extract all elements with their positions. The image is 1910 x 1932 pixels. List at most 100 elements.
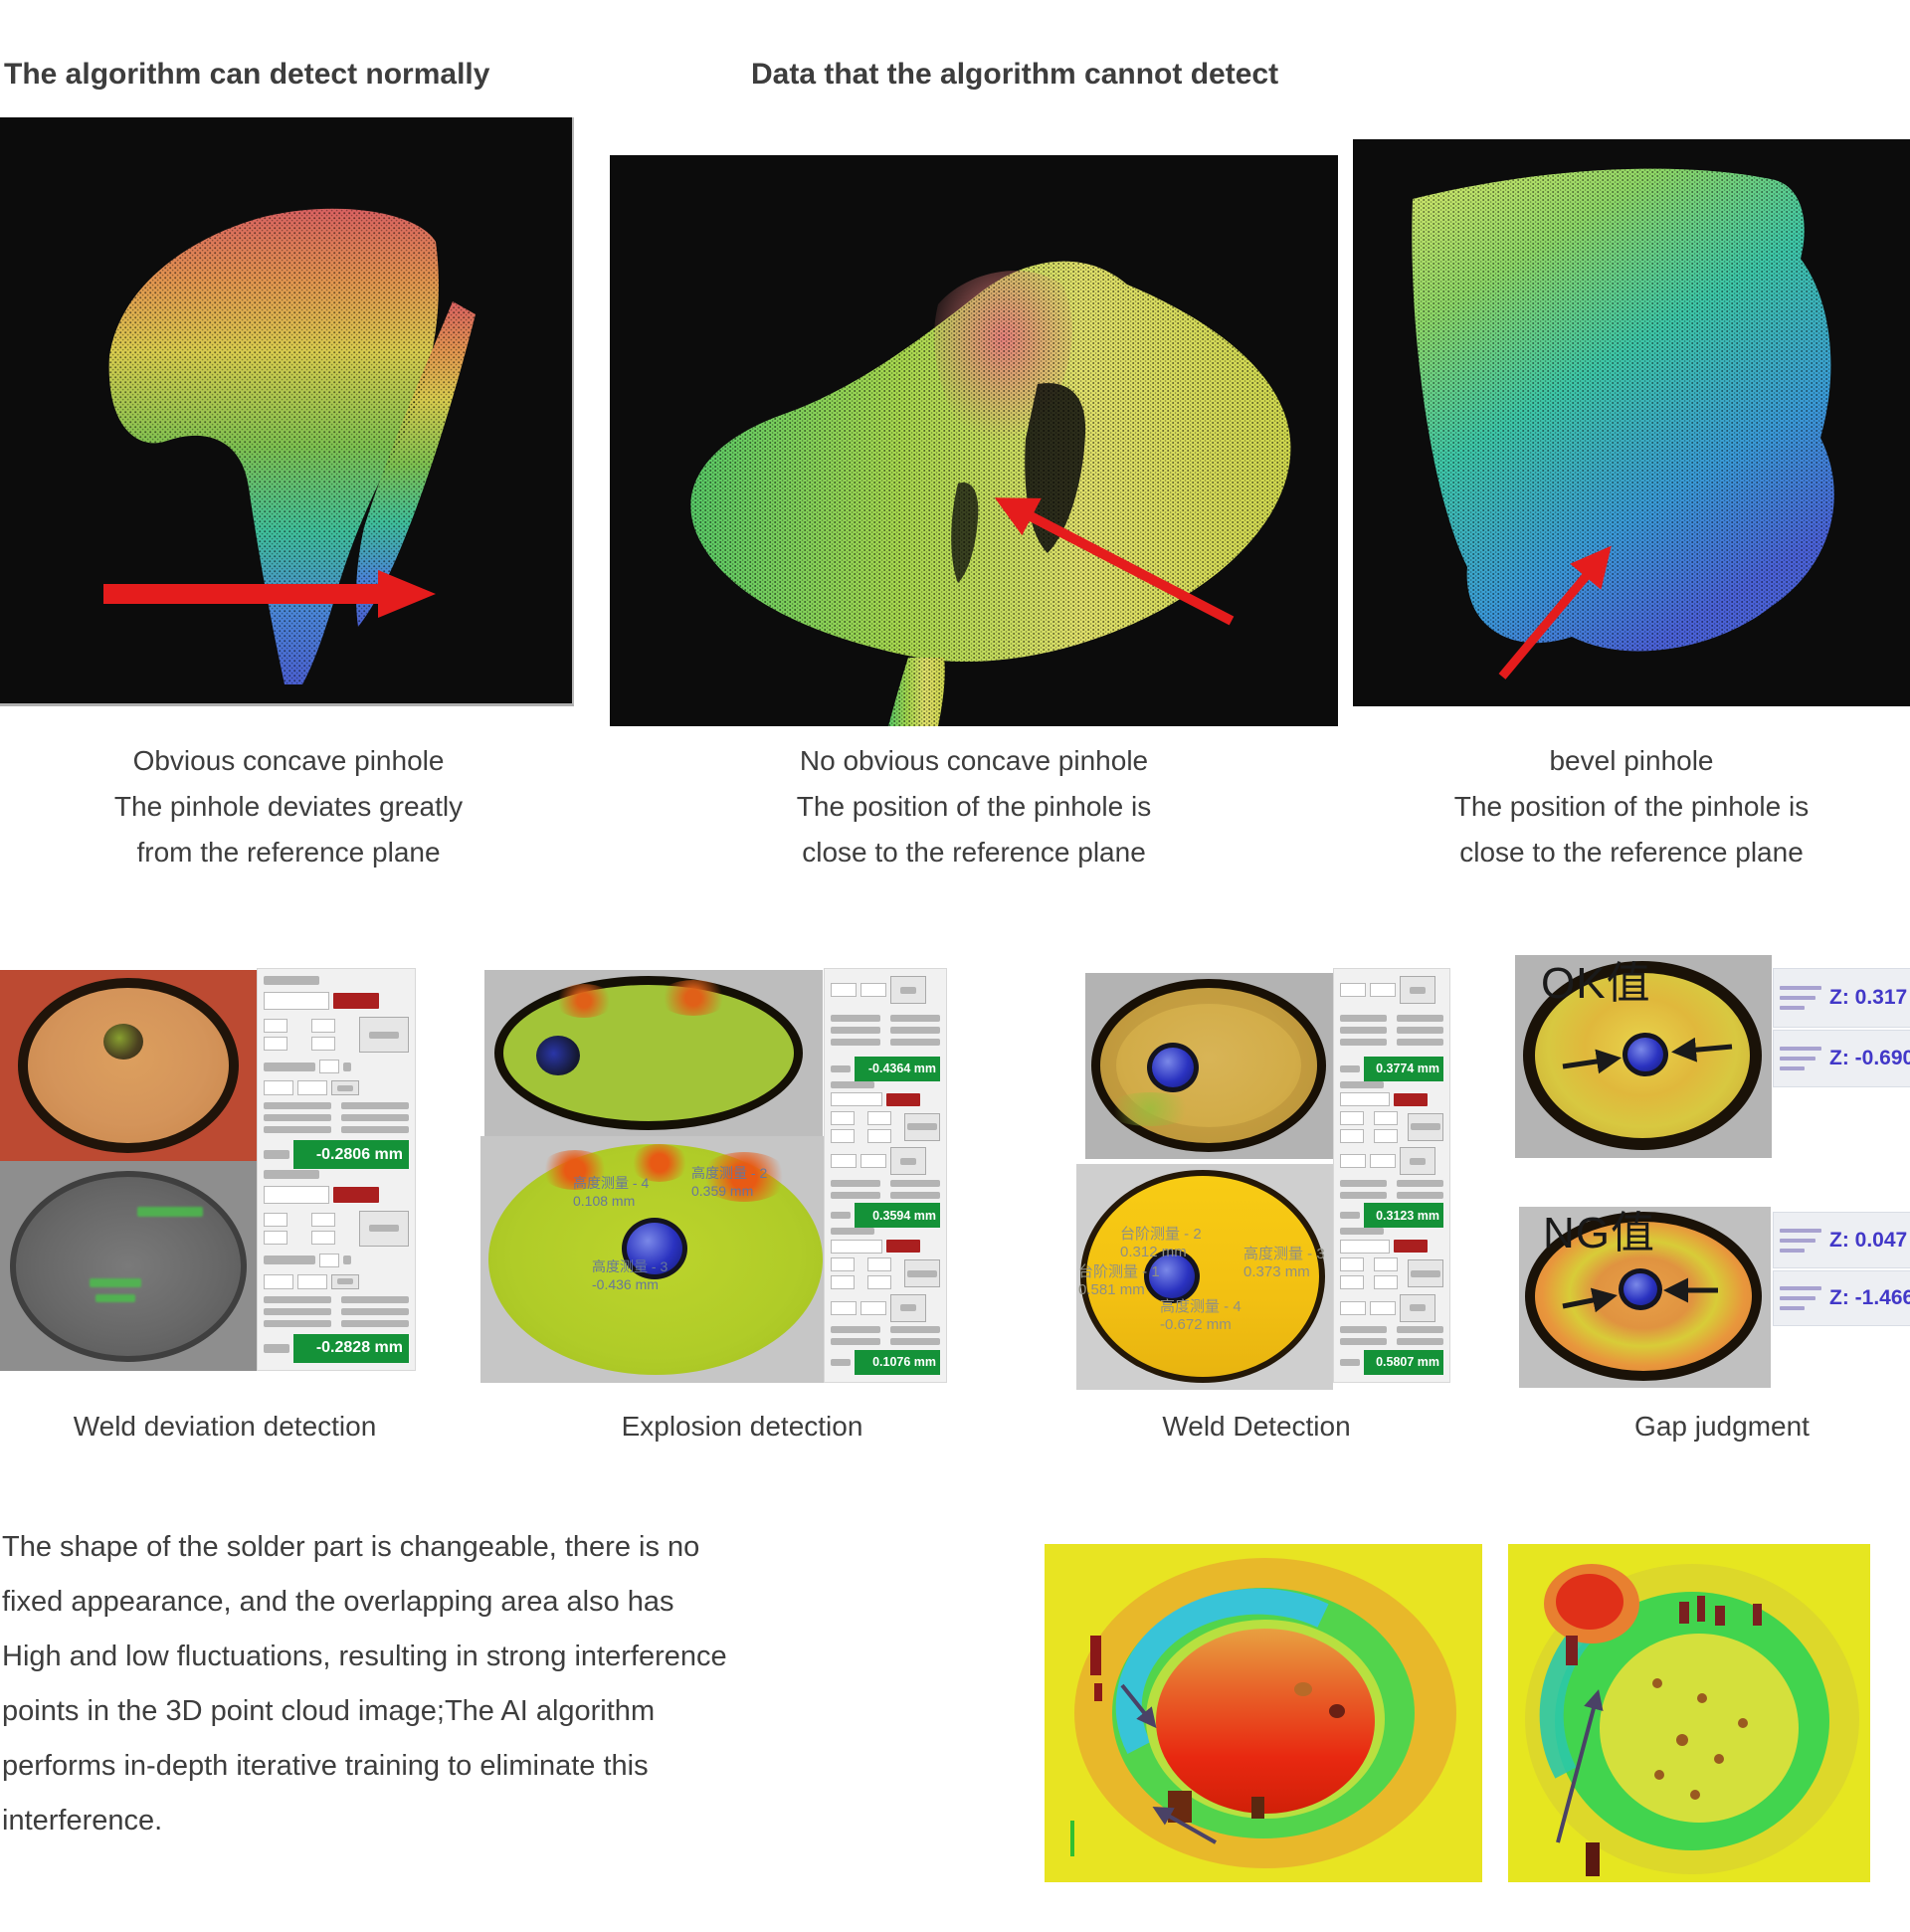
- lower-limit-input: [1340, 983, 1366, 997]
- delete-button: [886, 1240, 920, 1254]
- name-input: [1340, 1239, 1390, 1254]
- section-title-skeleton: [1340, 1080, 1384, 1088]
- percent-input: [319, 1253, 339, 1267]
- pointcloud-image-no-obvious-concave: [610, 155, 1338, 726]
- ng-label: NG值: [1543, 1209, 1655, 1257]
- measure-button: [359, 1017, 409, 1054]
- heatmap-image-right: [1508, 1544, 1870, 1882]
- confirm-button: [331, 1080, 359, 1096]
- annotation-value: 0.373 mm: [1243, 1263, 1310, 1280]
- result-label-skeleton: [264, 1150, 289, 1160]
- lower-limit-input: [831, 1300, 857, 1315]
- annotation-label: 高度测量 - 3: [592, 1258, 668, 1274]
- caption-line: The position of the pinhole is: [796, 791, 1152, 822]
- result-label-skeleton: [831, 1212, 851, 1220]
- measure-section: 0.3594 mm: [831, 1080, 940, 1229]
- annotation-value: -0.672 mm: [1160, 1316, 1232, 1333]
- pointcloud-image-concave: [0, 117, 574, 706]
- paragraph-line: performs in-depth iterative training to …: [2, 1750, 649, 1782]
- hot-spot: [699, 1152, 789, 1202]
- gap-ok-reading-2: Z: -0.690: [1773, 1030, 1910, 1087]
- annotation: 高度测量 - 4 0.108 mm: [573, 1174, 649, 1210]
- lower-limit-input: [264, 1273, 293, 1289]
- delete-button: [1394, 1092, 1428, 1106]
- reading-meta-skeleton: [1780, 1228, 1821, 1253]
- upper-limit-input: [860, 1300, 886, 1315]
- upper-limit-input: [1370, 1154, 1396, 1169]
- annotation-value: 0.108 mm: [573, 1193, 636, 1209]
- pointcloud-surface-bevel: [1412, 168, 1834, 679]
- pinhole-blob: [103, 1024, 143, 1060]
- measure-button: [1408, 1259, 1443, 1288]
- weld-deviation-image-color: [0, 970, 257, 1161]
- label-skeleton: [343, 1256, 351, 1265]
- hot-spot: [659, 980, 728, 1016]
- coord-input: [1374, 1110, 1398, 1125]
- upper-limit-input: [297, 1273, 327, 1289]
- label-skeleton: [343, 1062, 351, 1071]
- z-value: Z: 0.317: [1829, 986, 1908, 1009]
- annotation-value: 0.359 mm: [691, 1183, 754, 1199]
- paragraph-line: High and low fluctuations, resulting in …: [2, 1641, 727, 1672]
- upper-limit-input: [1370, 1300, 1396, 1315]
- coord-input: [311, 1037, 335, 1052]
- coord-input: [831, 1128, 855, 1143]
- coord-input: [1340, 1110, 1364, 1125]
- result-value: 0.3123 mm: [1364, 1203, 1443, 1229]
- coord-input: [264, 1230, 287, 1245]
- confirm-button: [890, 976, 926, 1004]
- coord-input: [831, 1275, 855, 1290]
- measure-section: 0.5807 mm: [1340, 1228, 1443, 1375]
- weld-oval-yellow: [1080, 1170, 1325, 1383]
- result-value: 0.3594 mm: [855, 1203, 940, 1229]
- weld-oval: [1091, 979, 1326, 1152]
- coord-input: [1340, 1257, 1364, 1272]
- lower-limit-input: [264, 1080, 293, 1096]
- caption-line: The pinhole deviates greatly: [113, 791, 464, 822]
- upper-limit-input: [860, 983, 886, 997]
- header-detect-normally: The algorithm can detect normally: [4, 58, 490, 91]
- result-value: -0.2806 mm: [293, 1140, 409, 1170]
- lower-limit-input: [1340, 1154, 1366, 1169]
- pinhole: [622, 1218, 687, 1279]
- stats-skeleton: [1340, 1326, 1443, 1346]
- coord-input: [1374, 1275, 1398, 1290]
- measure-button: [1408, 1112, 1443, 1141]
- coord-input: [867, 1128, 891, 1143]
- measure-section: -0.2828 mm: [264, 1169, 409, 1364]
- stats-skeleton: [831, 1326, 940, 1346]
- red-arrow: [103, 570, 436, 618]
- stats-skeleton: [831, 1014, 940, 1046]
- gap-arrows-ng: [1562, 1277, 1718, 1313]
- measure-section: 0.1076 mm: [831, 1228, 940, 1375]
- caption-weld-detection: Weld Detection: [1162, 1411, 1351, 1442]
- stats-skeleton: [264, 1102, 409, 1134]
- caption-line: bevel pinhole: [1549, 745, 1714, 776]
- result-label-skeleton: [831, 1064, 851, 1072]
- measurement-panel-weld-detection: 0.3774 mm 0.3123 mm 0.5807 mm: [1333, 968, 1450, 1383]
- name-input: [264, 992, 329, 1011]
- result-label-skeleton: [264, 1343, 289, 1353]
- annotation: 高度测量 - 2 0.359 mm: [691, 1164, 767, 1200]
- measurement-panel-weld-deviation: -0.2806 mm -0.2828 mm: [257, 968, 416, 1371]
- annotation-label: 台阶测量 - 1: [1078, 1263, 1160, 1280]
- explosion-image-bottom: 高度测量 - 4 0.108 mm 高度测量 - 2 0.359 mm 高度测量…: [480, 1136, 831, 1383]
- z-value: Z: 0.047: [1829, 1228, 1908, 1252]
- solder-ring-heatmap-green: [1508, 1544, 1870, 1882]
- stats-skeleton: [1340, 1014, 1443, 1046]
- caption-pointcloud-3: bevel pinhole The position of the pinhol…: [1363, 738, 1900, 875]
- annotation-label: 高度测量 - 2: [691, 1165, 768, 1181]
- pointcloud-surface-mesh: [690, 261, 1291, 726]
- measure-button: [904, 1112, 940, 1141]
- ok-label: OK值: [1541, 959, 1651, 1008]
- coord-input: [264, 1212, 287, 1227]
- lower-limit-input: [1340, 1300, 1366, 1315]
- label-skeleton: [264, 1256, 315, 1265]
- weld-detection-image-bottom: 台阶测量 - 1 0.581 mm 台阶测量 - 2 0.312 mm 高度测量…: [1076, 1164, 1333, 1390]
- result-value: -0.4364 mm: [855, 1056, 940, 1081]
- reading-meta-skeleton: [1780, 986, 1821, 1010]
- annotation-label: 高度测量 - 4: [1160, 1298, 1242, 1315]
- heatmap-image-left: [1045, 1544, 1482, 1882]
- delete-button: [333, 1186, 379, 1203]
- result-label-skeleton: [831, 1358, 851, 1366]
